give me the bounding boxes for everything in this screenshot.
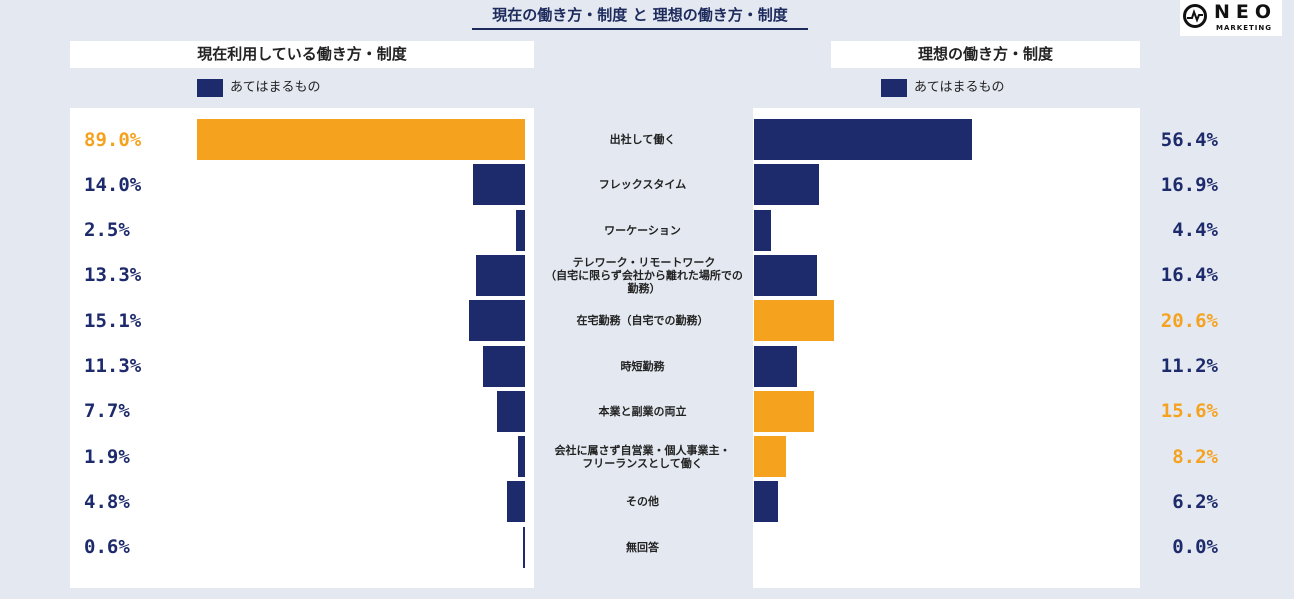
left-bar: [469, 300, 525, 342]
right-value-label: 11.2%: [1160, 355, 1218, 377]
logo-text: NEO: [1214, 1, 1278, 23]
logo-subtext: MARKETING: [1216, 24, 1272, 32]
right-bar: [754, 481, 778, 523]
pulse-icon: [1183, 4, 1207, 28]
left-value-label: 7.7%: [84, 400, 130, 423]
left-bar: [507, 481, 525, 523]
left-value-label: 1.9%: [84, 445, 130, 468]
category-label: その他: [626, 495, 659, 509]
right-value-label: 0.0%: [1172, 536, 1218, 559]
right-legend: あてはまるもの: [881, 78, 1004, 98]
right-panel-heading: 理想の働き方・制度: [831, 41, 1140, 68]
left-bar: [197, 119, 525, 160]
category-label: テレワーク・リモートワーク （自宅に限らず会社から離れた場所での勤務）: [545, 255, 743, 295]
category-label: 時短勤務: [620, 359, 665, 373]
right-bar: [754, 436, 786, 478]
category-label: 出社して働く: [609, 133, 676, 146]
left-panel-heading: 現在利用している働き方・制度: [70, 41, 534, 68]
right-value-label: 16.9%: [1160, 173, 1218, 196]
legend-swatch: [881, 79, 907, 97]
left-legend: あてはまるもの: [197, 78, 320, 98]
left-bar: [522, 526, 525, 568]
left-value-label: 11.3%: [84, 355, 142, 377]
left-bar: [496, 390, 525, 432]
category-label: 本業と副業の両立: [598, 404, 687, 418]
legend-label: あてはまるもの: [230, 80, 321, 95]
chart-title: 現在の働き方・制度 と 理想の働き方・制度: [472, 2, 808, 30]
left-bar: [483, 345, 525, 387]
right-bar: [754, 254, 818, 296]
category-label: 会社に属さず自営業・個人事業主・ フリーランスとして働く: [554, 443, 731, 470]
left-value-label: 89.0%: [84, 128, 142, 151]
left-bar: [517, 436, 525, 478]
left-value-label: 13.3%: [84, 264, 142, 287]
right-value-label: 20.6%: [1160, 309, 1218, 332]
category-label: 無回答: [626, 540, 659, 554]
right-value-label: 8.2%: [1172, 445, 1218, 468]
left-plot-area: [70, 108, 534, 588]
right-bar: [754, 300, 834, 342]
left-value-label: 4.8%: [84, 490, 130, 513]
left-value-label: 15.1%: [84, 309, 142, 332]
left-value-label: 2.5%: [84, 219, 130, 242]
right-value-label: 15.6%: [1160, 400, 1218, 423]
right-bar: [754, 390, 815, 432]
left-value-label: 0.6%: [84, 536, 130, 559]
category-label: ワーケーション: [604, 223, 681, 237]
right-value-label: 4.4%: [1172, 219, 1218, 242]
left-bar: [475, 254, 525, 296]
legend-label: あてはまるもの: [914, 80, 1005, 95]
left-bar: [515, 209, 525, 251]
right-value-label: 16.4%: [1160, 264, 1218, 287]
legend-swatch: [197, 79, 223, 97]
right-value-label: 56.4%: [1160, 128, 1218, 151]
category-label: フレックスタイム: [598, 178, 687, 192]
category-label: 在宅勤務（自宅での勤務）: [576, 314, 709, 328]
left-value-label: 14.0%: [84, 173, 142, 196]
right-bar: [754, 345, 798, 387]
right-bar: [754, 209, 771, 251]
right-value-label: 6.2%: [1172, 490, 1218, 513]
right-bar: [754, 164, 820, 206]
right-bar: [754, 119, 972, 160]
left-bar: [473, 164, 525, 206]
neo-marketing-logo: NEO MARKETING: [1180, 0, 1282, 36]
